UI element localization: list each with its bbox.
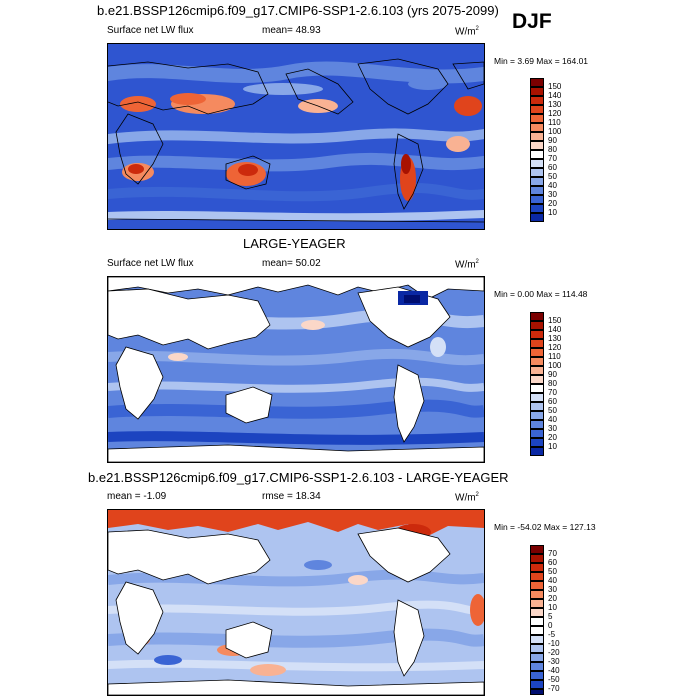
panel3-rmse-label: rmse = 18.34 [262, 491, 321, 502]
colorbar-tick: 80 [548, 145, 557, 154]
colorbar-tick: -5 [548, 630, 556, 639]
colorbar-tick: 40 [548, 415, 557, 424]
colorbar-tick: -30 [548, 657, 560, 666]
colorbar-tick: 60 [548, 397, 557, 406]
colorbar-tick: 30 [548, 190, 557, 199]
colorbar-tick: -40 [548, 666, 560, 675]
panel2-colorbar: 150 140 130 120 110 100 90 80 70 60 50 4… [530, 312, 590, 460]
colorbar-tick: 60 [548, 163, 557, 172]
panel1-mean-label: mean= 48.93 [262, 25, 321, 36]
colorbar-tick: 0 [548, 621, 553, 630]
panel2-variable-label: Surface net LW flux [107, 258, 194, 269]
colorbar-tick: 110 [548, 352, 561, 361]
panel3-map [107, 509, 485, 696]
colorbar-tick: 70 [548, 154, 557, 163]
colorbar-tick: 100 [548, 361, 562, 370]
season-label: DJF [512, 10, 552, 33]
colorbar-tick: 20 [548, 199, 557, 208]
panel2-mean-label: mean= 50.02 [262, 258, 321, 269]
panel3-title: b.e21.BSSP126cmip6.f09_g17.CMIP6-SSP1-2.… [88, 470, 509, 485]
colorbar-tick: 120 [548, 343, 562, 352]
colorbar-tick: 10 [548, 208, 557, 217]
panel3-colorbar: 70 60 50 40 30 20 10 5 0 -5 -10 -20 -30 … [530, 545, 590, 695]
colorbar-tick: 70 [548, 549, 557, 558]
colorbar-tick: 70 [548, 388, 557, 397]
panel1-map [107, 43, 485, 230]
panel3-mean-label: mean = -1.09 [107, 491, 167, 502]
colorbar-tick: 50 [548, 406, 557, 415]
panel1-units: W/m2 [455, 26, 479, 38]
colorbar-tick: 30 [548, 585, 557, 594]
colorbar-tick: -20 [548, 648, 560, 657]
colorbar-tick: 10 [548, 442, 557, 451]
colorbar-tick: 40 [548, 576, 557, 585]
colorbar-tick: 140 [548, 91, 562, 100]
colorbar-tick: 5 [548, 612, 553, 621]
colorbar-tick: 10 [548, 603, 557, 612]
colorbar-tick: 120 [548, 109, 562, 118]
panel2-minmax: Min = 0.00 Max = 114.48 [494, 289, 588, 299]
colorbar-tick: 20 [548, 433, 557, 442]
colorbar-tick: 30 [548, 424, 557, 433]
colorbar-tick: -70 [548, 684, 560, 693]
panel1-variable-label: Surface net LW flux [107, 25, 194, 36]
panel1-minmax: Min = 3.69 Max = 164.01 [494, 56, 589, 66]
colorbar-tick: 90 [548, 370, 557, 379]
colorbar-tick: -50 [548, 675, 560, 684]
panel1-map-svg [108, 44, 484, 229]
colorbar-tick: 90 [548, 136, 557, 145]
colorbar-tick: 50 [548, 567, 557, 576]
colorbar-tick: 110 [548, 118, 561, 127]
panel2-units: W/m2 [455, 259, 479, 271]
colorbar-tick: -10 [548, 639, 560, 648]
panel1-colorbar: 150 140 130 120 110 100 90 80 70 60 50 4… [530, 78, 590, 226]
panel3-units: W/m2 [455, 492, 479, 504]
panel2-title: LARGE-YEAGER [243, 236, 346, 251]
colorbar-tick: 50 [548, 172, 557, 181]
colorbar-tick: 130 [548, 100, 562, 109]
colorbar-tick: 100 [548, 127, 562, 136]
panel3-minmax: Min = -54.02 Max = 127.13 [494, 522, 596, 532]
colorbar-tick: 20 [548, 594, 557, 603]
colorbar-tick: 140 [548, 325, 562, 334]
panel2-map [107, 276, 485, 463]
colorbar-tick: 40 [548, 181, 557, 190]
colorbar-tick: 150 [548, 82, 562, 91]
colorbar-tick: 60 [548, 558, 557, 567]
colorbar-tick: 80 [548, 379, 557, 388]
colorbar-tick: 150 [548, 316, 562, 325]
panel3-map-svg [108, 510, 484, 695]
panel2-map-svg [108, 277, 484, 462]
panel1-title: b.e21.BSSP126cmip6.f09_g17.CMIP6-SSP1-2.… [97, 3, 499, 18]
colorbar-tick: 130 [548, 334, 562, 343]
